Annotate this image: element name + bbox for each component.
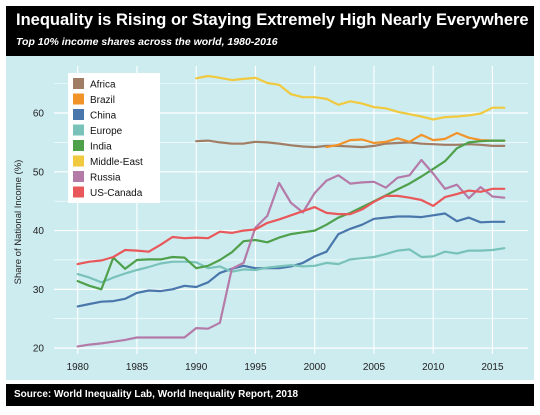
legend-label: Brazil	[90, 95, 115, 106]
series-line-russia	[76, 158, 506, 348]
legend-label: Middle-East	[90, 157, 143, 168]
x-axis-ticks: 1980 1985 1990 1995 2000 2005 2010 2015	[67, 362, 504, 373]
y-tick-label: 50	[33, 167, 45, 178]
legend-swatch	[73, 140, 84, 151]
chart-title: Inequality is Rising or Staying Extremel…	[16, 11, 529, 29]
legend-label: US-Canada	[90, 188, 143, 199]
chart-subtitle: Top 10% income shares across the world, …	[16, 36, 278, 48]
series-line-europe	[76, 247, 506, 284]
y-tick-label: 40	[33, 226, 45, 237]
source-banner: Source: World Inequality Lab, World Ineq…	[6, 384, 534, 406]
x-tick-label: 1995	[244, 362, 267, 373]
x-tick-label: 2000	[304, 362, 327, 373]
series-line-brazil	[325, 131, 506, 149]
legend-label: Europe	[90, 126, 123, 137]
line-chart: 1980 1985 1990 1995 2000 2005 2010 2015 20 30 40 5…	[6, 56, 534, 380]
series-line-us-canada	[76, 187, 506, 266]
legend-swatch	[73, 186, 84, 198]
legend-swatch	[73, 78, 84, 89]
x-tick-label: 1980	[67, 362, 90, 373]
x-tick-label: 2010	[422, 362, 445, 373]
y-tick-label: 20	[33, 344, 45, 355]
legend-swatch	[73, 171, 84, 182]
legend-swatch	[73, 93, 84, 105]
y-tick-label: 30	[33, 285, 45, 296]
x-tick-label: 2015	[481, 362, 504, 373]
legend-swatch	[73, 109, 84, 120]
x-tick-label: 1985	[126, 362, 149, 373]
series-lines	[76, 74, 506, 348]
x-tick-label: 2005	[363, 362, 386, 373]
legend-label: Africa	[90, 80, 116, 91]
y-tick-label: 60	[33, 109, 45, 120]
legend-label: Russia	[90, 173, 121, 184]
legend-swatch	[73, 124, 84, 136]
title-banner: Inequality is Rising or Staying Extremel…	[6, 6, 534, 56]
series-line-china	[76, 212, 506, 308]
legend: Africa Brazil China Europe India Middle-East R…	[68, 73, 160, 203]
x-tick-label: 1990	[185, 362, 208, 373]
legend-label: India	[90, 142, 112, 153]
y-axis-ticks: 20 30 40 50 60	[33, 109, 45, 355]
series-line-africa	[195, 139, 506, 149]
series-line-india	[76, 139, 506, 291]
series-line-middle-east	[195, 74, 506, 121]
legend-box	[68, 73, 160, 203]
source-note: Source: World Inequality Lab, World Ineq…	[14, 389, 299, 400]
legend-label: China	[90, 111, 117, 122]
y-axis-title: Share of National Income (%)	[13, 160, 24, 285]
legend-swatch	[73, 155, 84, 167]
